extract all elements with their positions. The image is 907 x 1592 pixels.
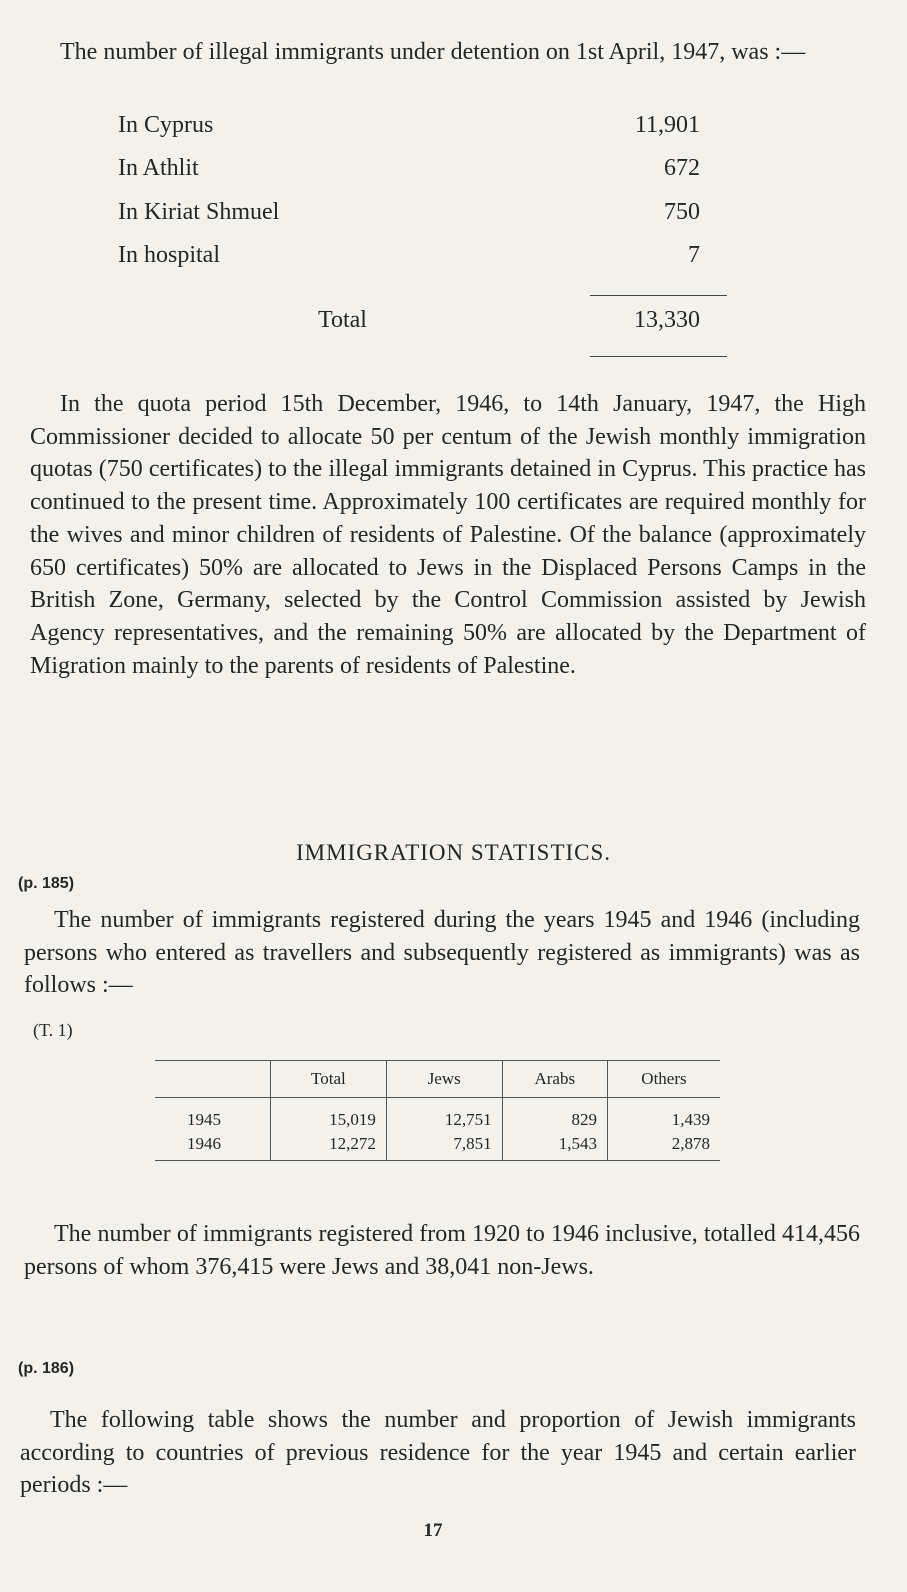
detention-label: In hospital <box>118 242 220 268</box>
table-label: (T. 1) <box>33 1020 73 1040</box>
value-cell: 12,272 <box>270 1132 387 1161</box>
detention-value: 672 <box>664 155 700 181</box>
detention-label: In Cyprus <box>118 112 214 138</box>
registered-paragraph: The number of immigrants registered duri… <box>24 907 860 999</box>
value-cell: 2,878 <box>606 1132 720 1161</box>
detention-label: In Athlit <box>118 155 199 181</box>
table-header-row: Total Jews Arabs Others <box>155 1060 720 1098</box>
total-value: 13,330 <box>634 307 700 333</box>
detention-value: 7 <box>688 242 700 268</box>
total-label: Total <box>318 307 367 333</box>
header-cell <box>155 1060 271 1098</box>
immigration-table: Total Jews Arabs Others 1945 15,019 12,7… <box>155 1060 720 1161</box>
table-row: 1945 15,019 12,751 829 1,439 <box>155 1097 720 1132</box>
total-immigrants-paragraph: The number of immigrants registered from… <box>24 1221 860 1280</box>
value-cell: 829 <box>501 1097 608 1132</box>
header-cell: Jews <box>385 1060 503 1098</box>
value-cell: 1,439 <box>606 1097 720 1132</box>
detention-row: In hospital 7 <box>118 242 700 269</box>
header-cell: Arabs <box>501 1060 608 1098</box>
page-reference: (p. 186) <box>18 1360 75 1377</box>
value-cell: 1,543 <box>501 1132 608 1161</box>
value-cell: 15,019 <box>270 1097 387 1132</box>
detention-row: In Kiriat Shmuel 750 <box>118 199 700 226</box>
detention-value: 750 <box>664 199 700 225</box>
page-number: 17 <box>423 1520 443 1541</box>
year-cell: 1945 <box>187 1110 221 1129</box>
value-cell: 12,751 <box>385 1097 503 1132</box>
header-cell: Others <box>606 1060 720 1098</box>
sum-rule <box>590 295 727 296</box>
following-table-paragraph: The following table shows the number and… <box>20 1407 856 1499</box>
quota-paragraph: In the quota period 15th December, 1946,… <box>30 391 866 679</box>
value-cell: 7,851 <box>385 1132 503 1161</box>
page-reference: (p. 185) <box>18 875 75 892</box>
detention-value: 11,901 <box>634 112 700 138</box>
intro-paragraph: The number of illegal immigrants under d… <box>60 39 806 65</box>
year-cell: 1946 <box>155 1132 271 1161</box>
header-cell: Total <box>270 1060 387 1098</box>
detention-label: In Kiriat Shmuel <box>118 199 280 225</box>
detention-row: In Cyprus 11,901 <box>118 112 700 139</box>
detention-row: In Athlit 672 <box>118 155 700 182</box>
total-rule <box>590 356 727 357</box>
table-row: 1946 12,272 7,851 1,543 2,878 <box>155 1132 720 1161</box>
section-heading: IMMIGRATION STATISTICS. <box>295 840 612 865</box>
